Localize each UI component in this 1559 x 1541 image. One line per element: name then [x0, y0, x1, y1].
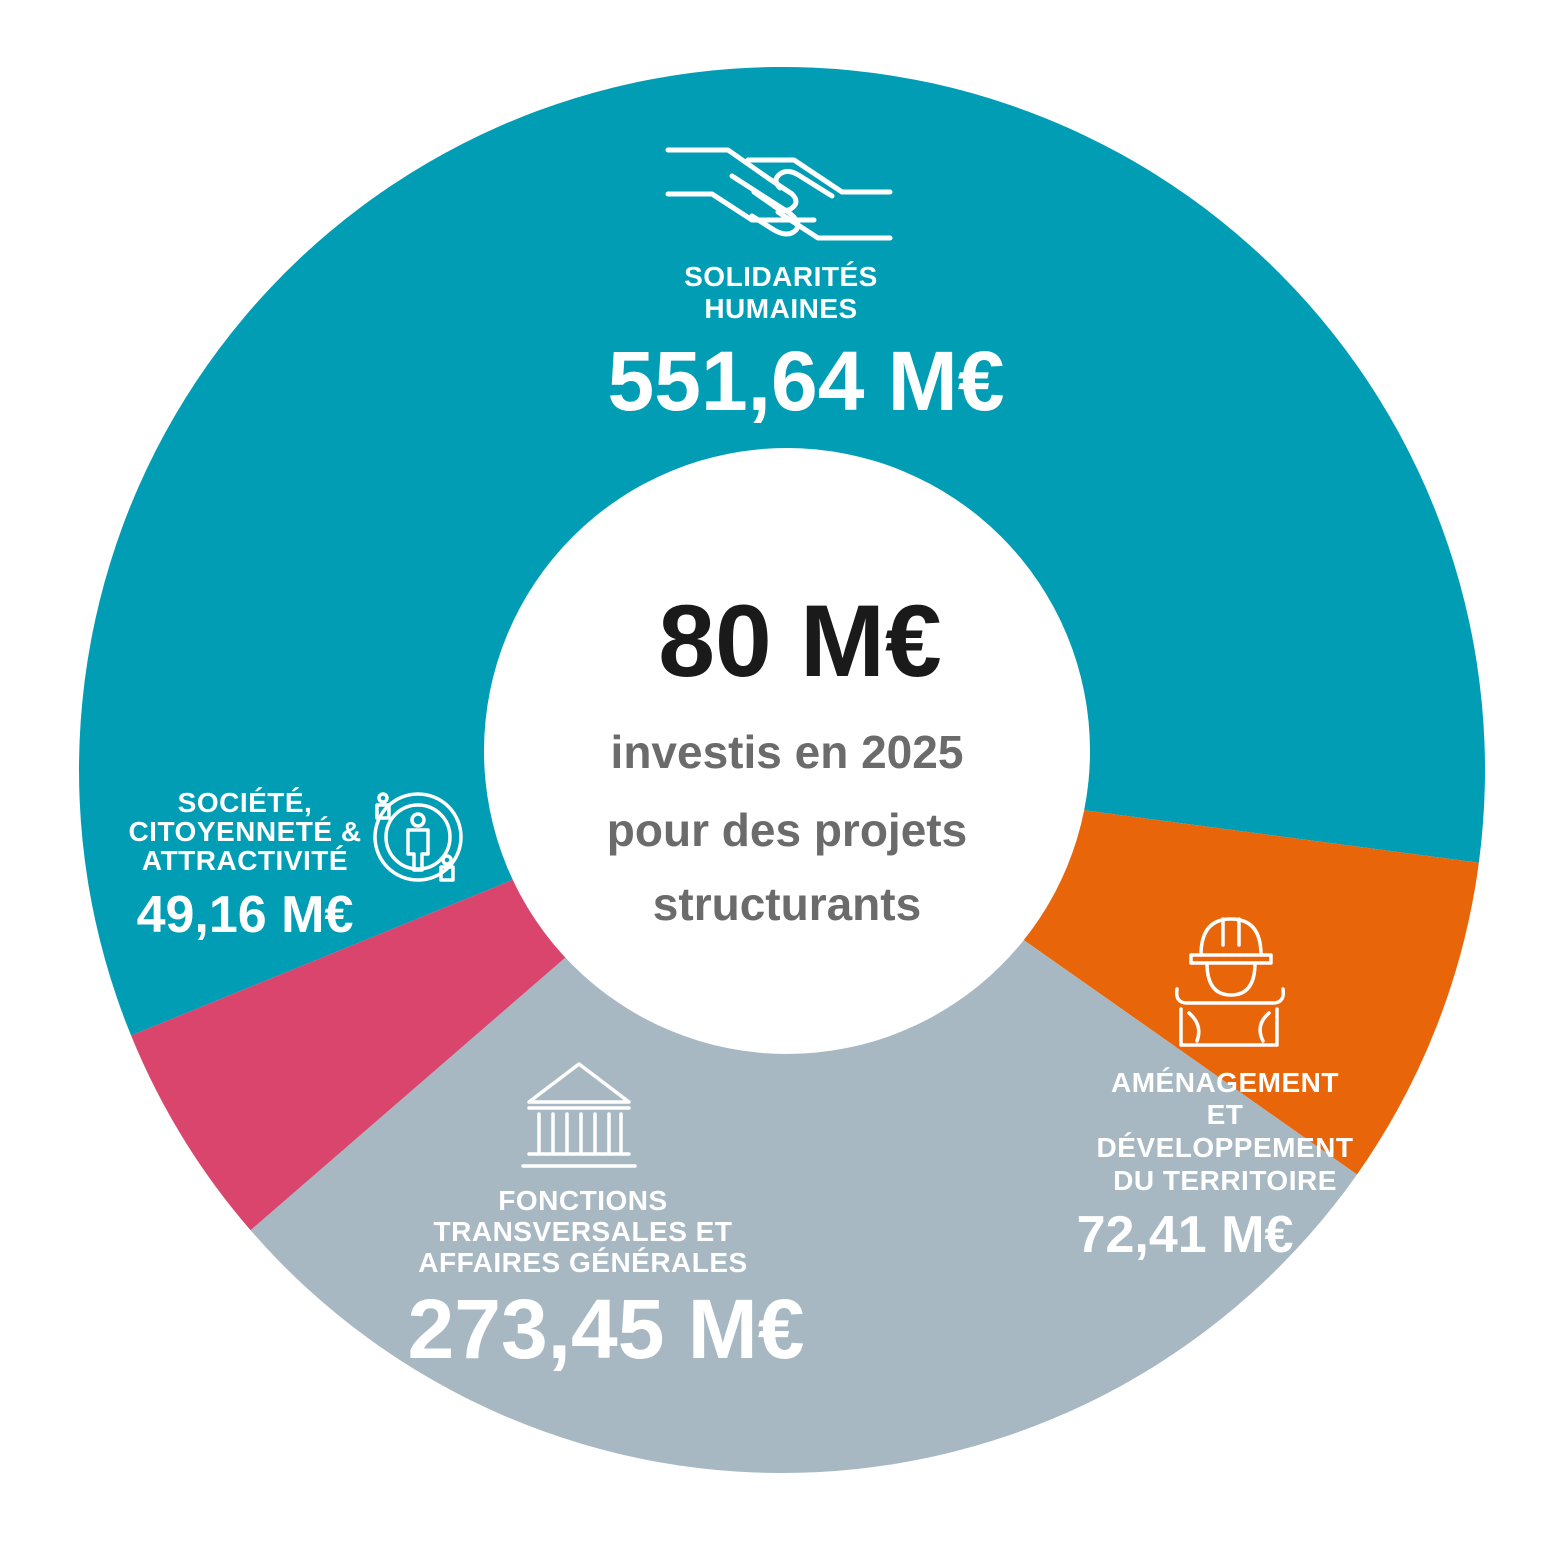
citizens-icon: [373, 792, 463, 882]
center-caption-line-2: pour des projets: [607, 804, 967, 856]
center-caption-line-1: investis en 2025: [611, 726, 964, 778]
segment-value-amenagement: 72,41 M€: [1077, 1206, 1294, 1264]
segment-label-societe-line-3: ATTRACTIVITÉ: [142, 845, 348, 876]
segment-label-fonctions-line-2: TRANSVERSALES ET: [434, 1216, 733, 1247]
segment-label-amenagement-line-1: AMÉNAGEMENT: [1111, 1067, 1339, 1098]
center-total-value: 80 M€: [658, 584, 942, 698]
segment-label-amenagement-line-4: DU TERRITOIRE: [1113, 1165, 1337, 1196]
segment-label-amenagement-line-2: ET: [1207, 1099, 1244, 1130]
segment-label-societe-line-2: CITOYENNETÉ &: [128, 816, 361, 847]
donut-segment-fonctions: [250, 770, 1358, 1474]
segment-label-amenagement-line-3: DÉVELOPPEMENT: [1097, 1132, 1354, 1163]
segment-value-fonctions: 273,45 M€: [408, 1282, 805, 1376]
segment-label-fonctions-line-1: FONCTIONS: [498, 1185, 667, 1216]
center-hole: [484, 448, 1090, 1054]
hands-icon: [665, 147, 893, 241]
segment-label-societe-line-1: SOCIÉTÉ,: [178, 787, 313, 818]
public-building-icon: [521, 1062, 637, 1168]
segment-label-fonctions-line-3: AFFAIRES GÉNÉRALES: [418, 1247, 747, 1278]
segment-value-solidarites: 551,64 M€: [608, 334, 1005, 428]
segment-label-solidarites-line-1: SOLIDARITÉS: [684, 261, 878, 292]
center-caption-line-3: structurants: [653, 878, 921, 930]
segment-label-solidarites-line-2: HUMAINES: [704, 293, 857, 324]
segment-value-societe: 49,16 M€: [137, 886, 354, 944]
construction-worker-icon: [1174, 917, 1286, 1047]
